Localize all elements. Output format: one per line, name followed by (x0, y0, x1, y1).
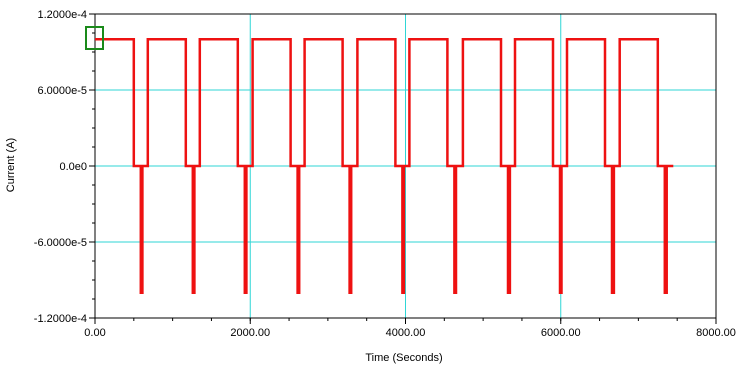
series-layer (95, 38, 674, 294)
current-series-line (95, 38, 674, 294)
x-tick-label: 6000.00 (541, 327, 581, 339)
y-tick-label: 1.2000e-4 (37, 9, 87, 21)
x-tick-label: 2000.00 (230, 327, 270, 339)
y-tick-label: -6.0000e-5 (34, 237, 87, 249)
y-tick-label: -1.2000e-4 (34, 313, 87, 325)
y-tick-label: 0.0e0 (59, 161, 87, 173)
axes: 0.00 2000.00 4000.00 6000.00 8000.00 1.2000e-… (34, 9, 736, 339)
x-axis-label: Time (Seconds) (365, 352, 442, 364)
marker-layer (85, 26, 104, 50)
y-tick-label: 6.0000e-5 (37, 85, 87, 97)
x-tick-label: 8000.00 (696, 327, 736, 339)
y-axis-label: Current (A) (5, 138, 17, 192)
x-tick-label: 4000.00 (386, 327, 426, 339)
x-tick-label: 0.00 (84, 327, 105, 339)
selection-marker[interactable] (85, 26, 104, 50)
